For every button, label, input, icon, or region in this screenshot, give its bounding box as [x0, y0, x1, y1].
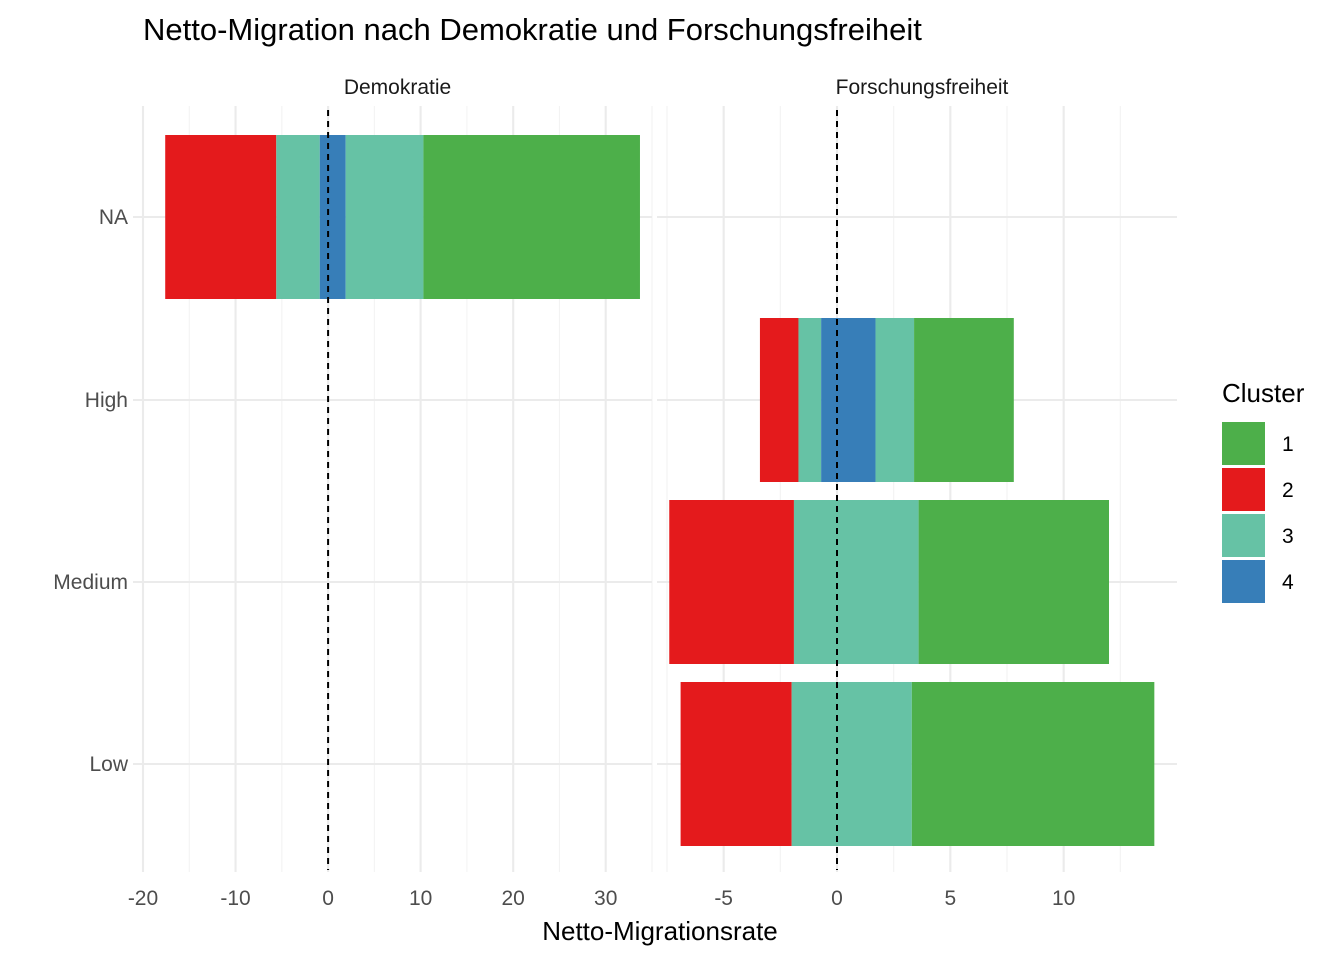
x-tick-label: 0: [322, 887, 334, 910]
bar-segment-medium-cluster-3: [793, 500, 919, 664]
bar-segment-low-cluster-1: [911, 682, 1155, 846]
bar-segment-na-cluster-3: [345, 135, 424, 299]
bar-segment-high-cluster-3: [875, 318, 915, 482]
plot-area: NA High Medium Low Demokratie -20 -10 0 10 20 30 Fo…: [53, 76, 1177, 910]
legend-label: 1: [1282, 433, 1294, 456]
legend-label: 2: [1282, 479, 1294, 502]
legend-key-2: [1222, 468, 1265, 511]
legend-key-4: [1222, 560, 1265, 603]
legend-key-1: [1222, 422, 1265, 465]
legend: Cluster 1 2 3 4: [1222, 378, 1305, 603]
bar-segment-na-cluster-1: [423, 135, 640, 299]
x-tick-label: -5: [714, 887, 733, 910]
y-tick-label: Low: [89, 753, 128, 776]
panel-strip-title: Forschungsfreiheit: [836, 76, 1009, 99]
x-tick-label: 0: [831, 887, 843, 910]
panel-strip-title: Demokratie: [344, 76, 451, 99]
bar-segment-na-cluster-3: [276, 135, 320, 299]
y-tick-label: Medium: [53, 571, 128, 594]
bar-segment-high-cluster-2: [759, 318, 799, 482]
x-tick-label: 30: [594, 887, 617, 910]
y-tick-label: High: [85, 389, 128, 412]
legend-title: Cluster: [1222, 378, 1305, 408]
x-tick-label: 20: [502, 887, 525, 910]
bar-segment-high-cluster-3: [798, 318, 822, 482]
bar-segment-na-cluster-2: [165, 135, 277, 299]
bar-segment-high-cluster-1: [914, 318, 1014, 482]
x-tick-label: -10: [220, 887, 250, 910]
bar-segment-medium-cluster-2: [669, 500, 794, 664]
bar-segment-high-cluster-4: [821, 318, 876, 482]
x-tick-label: 10: [1052, 887, 1075, 910]
bar-segment-low-cluster-2: [680, 682, 792, 846]
x-tick-label: 5: [944, 887, 956, 910]
x-tick-label: -20: [128, 887, 158, 910]
y-tick-label: NA: [99, 206, 128, 229]
legend-key-3: [1222, 514, 1265, 557]
bar-segment-low-cluster-3: [791, 682, 912, 846]
bar-segment-medium-cluster-1: [918, 500, 1109, 664]
legend-label: 3: [1282, 525, 1294, 548]
x-axis-title: Netto-Migrationsrate: [542, 916, 778, 946]
x-tick-label: 10: [409, 887, 432, 910]
bar-segment-na-cluster-4: [319, 135, 346, 299]
chart-title: Netto-Migration nach Demokratie und Fors…: [143, 12, 922, 47]
legend-label: 4: [1282, 571, 1294, 594]
